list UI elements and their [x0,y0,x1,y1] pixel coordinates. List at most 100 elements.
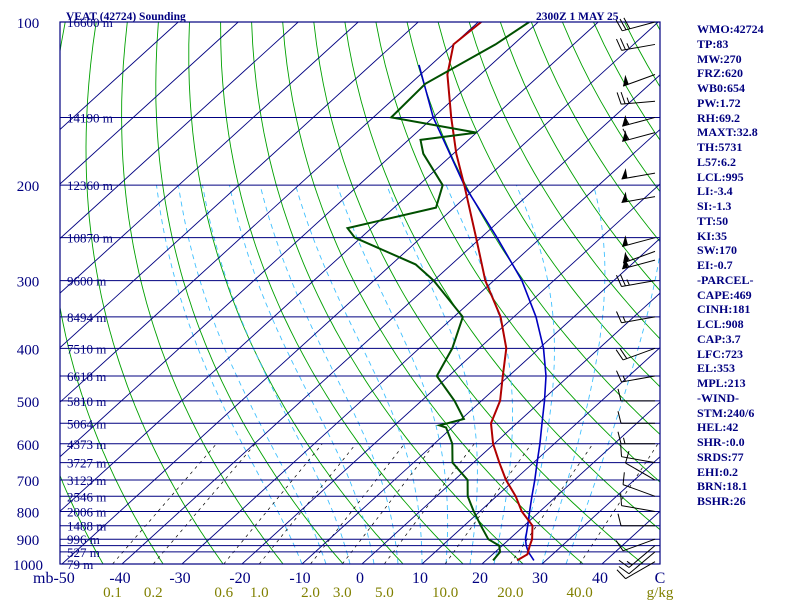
wind-barb [615,17,656,32]
wind-barb [625,451,656,481]
wind-barb-half-flag [622,375,626,382]
temperature-tick-label: 30 [532,570,548,587]
wind-barb-flag [617,431,622,444]
moist-adiabat-line [177,185,327,564]
height-label: 12360 m [67,178,113,193]
height-label: 8494 m [67,310,106,325]
index-row: EI:-0.7 [697,258,733,272]
wind-barb-flag [620,493,623,506]
mixing-ratio-line [153,443,256,564]
dry-adiabat-line [220,22,464,564]
isotherm-line [60,22,419,349]
sounding-profiles [345,22,547,562]
moist-adiabat-line [229,185,375,564]
mixing-ratio-line [223,443,323,564]
wind-barb-flag [620,91,626,104]
height-label: 10870 m [67,231,113,246]
mixing-ratio-label: 2.0 [301,585,320,600]
isotherm-line [301,237,660,564]
wind-barb-half-flag [622,316,626,323]
wind-barb-half-flag [626,560,633,566]
moist-adiabat-line [565,251,660,564]
wind-barb-staff [621,43,656,51]
pressure-tick-label: 700 [17,474,40,490]
wind-barb-flag [622,128,630,140]
wind-barb-pennant [622,235,628,247]
temperature-tick-label: 0 [356,570,364,587]
mixing-ratio-line [579,443,659,564]
index-row: TH:5731 [697,140,743,154]
mixing-ratio-line [310,443,405,564]
wind-barb-flag [616,370,622,383]
wind-barb-flag [623,17,631,29]
height-label: 14190 m [67,110,113,125]
wind-barb-flag [617,411,622,424]
wind-barb [615,347,656,361]
mixing-ratio-label: 0.2 [144,585,163,600]
isotherms [60,22,660,564]
temperature-tick-label: -10 [289,570,310,587]
mixing-ratio-line [510,443,594,564]
index-row: CAPE:469 [697,287,752,302]
index-row: HEL:42 [697,420,739,435]
wind-barb-staff [622,21,656,32]
temperature-tick-label: -30 [169,570,190,587]
index-row: LCL:908 [697,317,744,331]
wind-barb-pennant [623,251,629,264]
wind-barb-staff [621,456,656,464]
dry-adiabat-line [188,22,404,564]
moist-adiabat-line [541,185,606,564]
height-label: 6618 m [67,369,106,384]
isotherm-line [60,22,539,458]
wind-barb [622,472,656,497]
height-label: 527 m [67,545,100,560]
wind-barb-flag [622,472,625,485]
wind-barb-staff [622,347,656,361]
temperature-tick-label: 40 [592,570,608,587]
wind-barb [621,168,656,180]
wind-barb-staff [622,74,656,87]
temperature-trace [446,22,534,562]
height-label: 16600 m [67,15,113,30]
wind-barb [616,274,656,287]
wind-barb-pennant [621,191,628,203]
wind-barb-staff [625,462,656,481]
wind-barb [622,128,656,142]
dry-adiabat-line [313,22,644,564]
height-label: 3123 m [67,473,106,488]
height-label: 5810 m [67,394,106,409]
wind-barb-pennant [622,115,628,127]
index-row: L57:6.2 [697,154,736,169]
valid-time: 2300Z 1 MAY 25 [536,11,619,23]
moist-adiabat-line [156,185,303,564]
index-row: -PARCEL- [697,272,754,287]
index-row: RH:69.2 [697,110,740,125]
isotherm-line [181,128,660,564]
index-row: FRZ:620 [697,66,743,81]
index-row: TT:50 [697,213,729,228]
wind-barb-flag [617,513,622,526]
dry-adiabat-line [85,22,224,564]
isotherm-line [121,74,660,564]
wind-barb-staff [621,505,656,512]
wind-barb-flag [625,451,630,464]
pressure-tick-label: 400 [17,342,40,358]
wind-barb-staff [621,100,656,105]
wind-barbs [615,17,656,580]
temperature-tick-label: mb-50 [33,570,75,587]
wind-barb-flag [619,38,626,50]
isotherm-line [60,22,299,240]
wind-barb-half-flag [626,43,630,50]
wind-barb-staff [622,484,656,497]
wind-barb-flag [620,444,623,457]
wind-barb-flag [615,540,624,552]
wind-barb [616,311,656,324]
wind-barb-flag [618,559,630,568]
index-row: KI:35 [697,228,727,243]
mixing-ratio-label: 5.0 [375,585,394,600]
wind-barb-flag [615,19,623,32]
temperature-tick-label: 10 [412,570,428,587]
mixing-ratio-label: 10.0 [432,585,458,600]
index-row: LFC:723 [697,346,743,361]
